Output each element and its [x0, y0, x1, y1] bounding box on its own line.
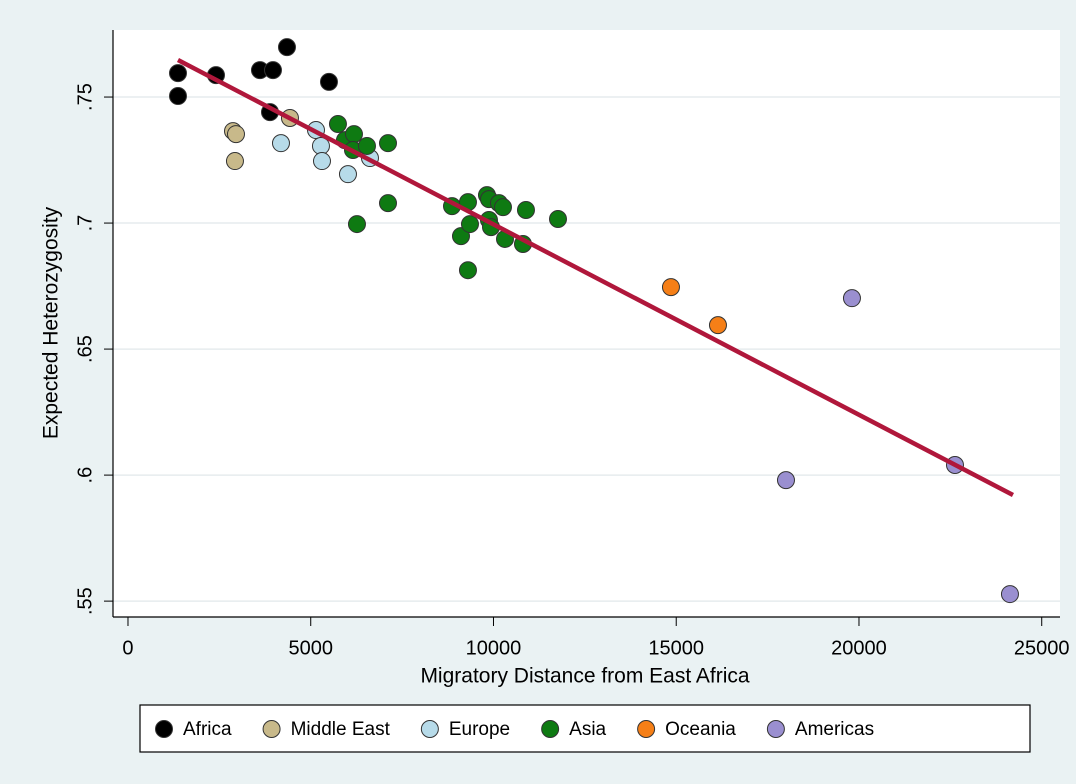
- fit-line: [176, 57, 1014, 498]
- x-tick-label: 15000: [648, 637, 704, 659]
- scatter-point: [458, 261, 477, 280]
- scatter-point: [226, 125, 245, 144]
- scatter-point: [319, 72, 338, 91]
- scatter-point: [168, 64, 187, 83]
- legend-label: Africa: [183, 719, 232, 740]
- scatter-point: [378, 134, 397, 153]
- legend-marker: [637, 720, 656, 738]
- scatter-point: [328, 115, 347, 134]
- plot-area: [113, 30, 1060, 617]
- scatter-point: [516, 200, 535, 219]
- y-tick-label: .6: [74, 467, 96, 484]
- scatter-point: [493, 198, 512, 217]
- scatter-point: [776, 471, 795, 490]
- scatter-point: [1000, 585, 1019, 604]
- scatter-point: [548, 210, 567, 229]
- x-axis-title: Migratory Distance from East Africa: [420, 665, 749, 688]
- scatter-point: [460, 215, 479, 234]
- legend-marker: [541, 720, 560, 738]
- scatter-point: [277, 38, 296, 57]
- legend-label: Middle East: [291, 719, 391, 740]
- scatter-point: [347, 215, 366, 234]
- legend-label: Americas: [795, 719, 874, 740]
- scatter-point: [168, 87, 187, 106]
- y-tick-label: .7: [74, 215, 96, 232]
- scatter-point: [708, 316, 727, 335]
- y-tick-label: .65: [74, 335, 96, 363]
- scatter-point: [263, 61, 282, 80]
- scatter-point: [357, 136, 376, 155]
- scatter-point: [312, 152, 331, 171]
- scatter-point: [344, 125, 363, 144]
- scatter-point: [451, 227, 470, 246]
- scatter-point: [661, 278, 680, 297]
- legend-marker: [766, 720, 785, 738]
- legend-label: Asia: [569, 719, 606, 740]
- x-tick-label: 10000: [466, 637, 522, 659]
- legend-marker: [262, 720, 281, 738]
- scatter-point: [271, 134, 290, 153]
- legend-label: Europe: [449, 719, 510, 740]
- scatter-point: [842, 289, 861, 308]
- x-tick-label: 0: [122, 637, 133, 659]
- y-axis-title: Expected Heterozygosity: [40, 206, 63, 439]
- legend-box: [139, 704, 1031, 753]
- scatter-point: [338, 165, 357, 184]
- x-tick-label: 5000: [288, 637, 333, 659]
- scatter-point: [378, 194, 397, 213]
- scatter-point: [225, 152, 244, 171]
- legend-label: Oceania: [665, 719, 736, 740]
- y-tick-label: .75: [74, 83, 96, 111]
- legend-marker: [420, 720, 439, 738]
- x-tick-label: 25000: [1014, 637, 1070, 659]
- x-tick-label: 20000: [831, 637, 887, 659]
- y-tick-label: .55: [74, 587, 96, 615]
- legend-marker: [155, 720, 173, 738]
